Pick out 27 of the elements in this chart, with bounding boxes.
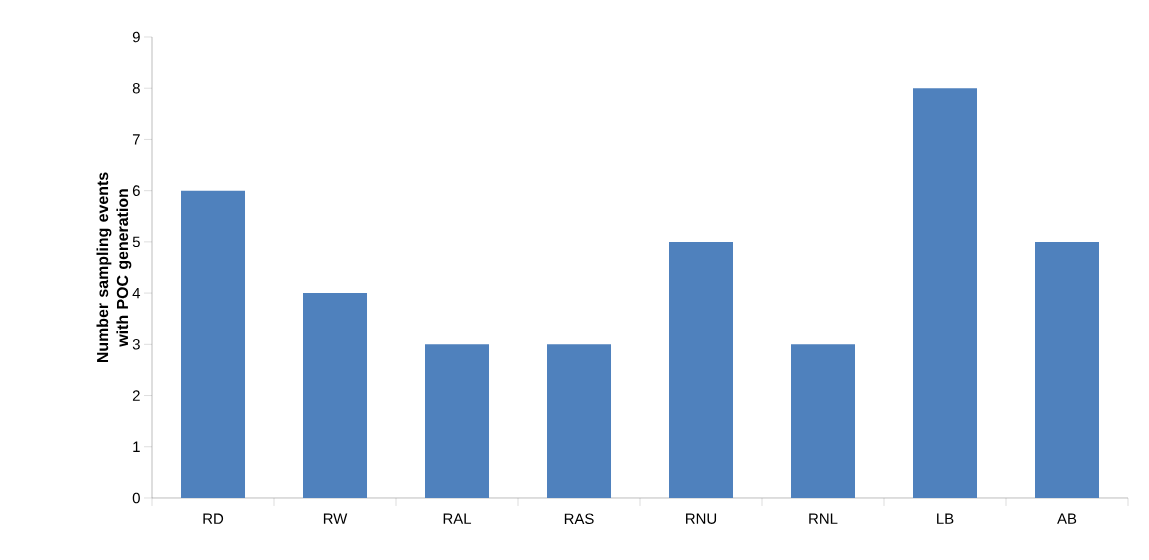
- y-tick-label: 7: [132, 134, 140, 145]
- y-tick-label: 1: [133, 441, 140, 452]
- x-tick-label: RW: [323, 513, 348, 524]
- bar: [303, 293, 368, 498]
- y-tick-label: 0: [132, 492, 140, 504]
- y-tick-label: 9: [132, 31, 140, 43]
- x-tick-label: RNU: [686, 513, 717, 524]
- bar: [669, 241, 734, 498]
- x-tick-label: RNL: [809, 513, 838, 524]
- y-tick-label: 2: [132, 390, 140, 401]
- y-tick-label: 3: [132, 339, 140, 350]
- x-tick-label: AB: [1057, 513, 1077, 524]
- y-axis-title: Number sampling events with POC generation: [96, 172, 132, 363]
- bar: [425, 344, 490, 498]
- x-tick-label: RD: [203, 513, 224, 524]
- x-tick-label: RAS: [564, 513, 594, 525]
- y-tick-label: 5: [132, 236, 140, 248]
- bar: [1035, 241, 1099, 498]
- y-tick-label: 8: [132, 82, 140, 94]
- bar: [791, 344, 856, 498]
- y-tick-label: 6: [132, 185, 140, 196]
- bar: [913, 88, 977, 498]
- x-tick-label: RAL: [443, 513, 472, 524]
- bar: [181, 190, 246, 498]
- y-tick-label: 4: [132, 287, 141, 299]
- x-tick-label: LB: [937, 513, 954, 524]
- bar: [547, 344, 612, 498]
